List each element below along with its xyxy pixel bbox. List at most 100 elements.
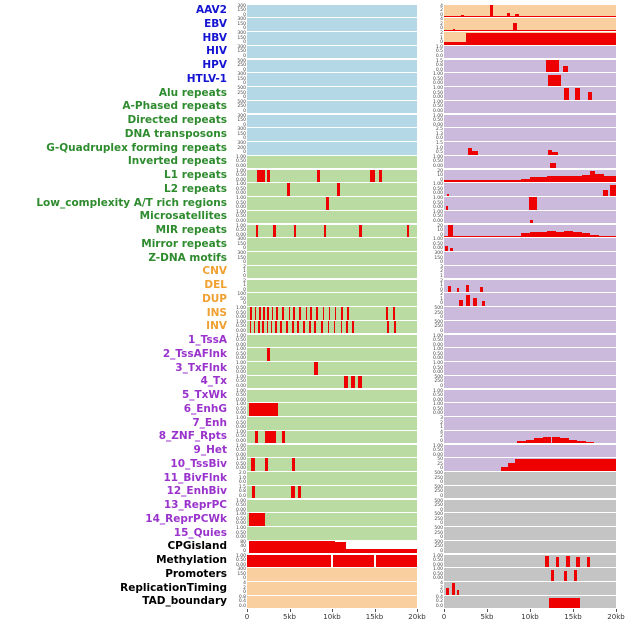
y-axis-ticks: 1.00 0.50 0.00 bbox=[231, 458, 247, 471]
data-bar bbox=[480, 287, 483, 293]
y-tick-label: 250 bbox=[434, 324, 443, 330]
y-tick-label: 0.00 bbox=[432, 218, 443, 224]
track-row: Low_complexity A/T rich regions 1.00 0.50 0… bbox=[0, 197, 630, 211]
track-plot-left bbox=[247, 279, 417, 293]
data-bar bbox=[444, 16, 616, 18]
y-tick-label: 0.4 bbox=[238, 599, 246, 605]
data-bar bbox=[456, 287, 460, 293]
y-axis-ticks: 1.00 0.50 0.00 bbox=[428, 348, 444, 362]
y-axis-ticks: 500 250 0 bbox=[231, 59, 247, 72]
data-bar bbox=[573, 175, 582, 183]
track-row: HIV 300 150 0 1.0 0.5 0.0 bbox=[0, 45, 630, 59]
y-tick-label: 1.00 bbox=[235, 388, 246, 394]
y-tick-label: 100 bbox=[237, 292, 246, 298]
data-bar bbox=[538, 232, 548, 238]
y-tick-label: 1.3 bbox=[435, 131, 443, 137]
x-axis-right: 0 5kb 10kb 15kb 20kb bbox=[442, 609, 625, 627]
y-axis-ticks: 1.00 0.50 0.00 bbox=[428, 99, 444, 113]
track-label: HPV bbox=[202, 59, 227, 71]
data-bar bbox=[357, 375, 362, 389]
y-axis-ticks: 1.00 0.50 0.00 bbox=[428, 444, 444, 458]
y-tick-label: 0 bbox=[440, 521, 443, 527]
x-tick-label: 15kb bbox=[365, 613, 384, 621]
y-tick-label: 1.00 bbox=[235, 526, 246, 532]
y-axis-ticks: 500 250 0 bbox=[428, 526, 444, 540]
data-bar bbox=[507, 463, 515, 471]
data-bar bbox=[514, 459, 616, 471]
data-bar bbox=[598, 235, 616, 238]
y-axis-ticks: 0.4 0.2 0.0 bbox=[428, 595, 444, 608]
y-tick-label: 0.50 bbox=[235, 530, 246, 536]
data-bar bbox=[564, 176, 573, 183]
y-tick-label: 250 bbox=[434, 310, 443, 316]
y-axis-ticks: 300 150 0 bbox=[231, 568, 247, 581]
y-tick-label: 1.00 bbox=[235, 168, 246, 174]
track-label: G-Quadruplex forming repeats bbox=[46, 141, 227, 154]
y-tick-label: 20 bbox=[437, 223, 443, 229]
data-bar bbox=[316, 169, 321, 183]
track-plot-right bbox=[444, 238, 616, 251]
track-plot-right bbox=[444, 527, 616, 540]
y-tick-label: 0.00 bbox=[235, 507, 246, 513]
y-tick-label: 0 bbox=[243, 136, 246, 142]
y-tick-label: 1.00 bbox=[432, 99, 443, 105]
track-plot-left bbox=[247, 582, 417, 595]
data-bar bbox=[576, 557, 580, 568]
data-bar bbox=[281, 430, 286, 444]
data-bar bbox=[333, 554, 374, 568]
track-plot-right bbox=[444, 142, 616, 155]
y-tick-label: 0 bbox=[440, 590, 443, 596]
y-axis-ticks: 1.5 0.8 0.0 bbox=[428, 59, 444, 72]
y-tick-label: 0.00 bbox=[432, 163, 443, 169]
data-bar bbox=[563, 570, 567, 581]
track-plot-left bbox=[247, 320, 417, 334]
data-bar bbox=[254, 307, 257, 320]
y-tick-label: 0.50 bbox=[235, 516, 246, 522]
y-tick-label: 0.00 bbox=[432, 452, 443, 458]
y-axis-ticks: 1.00 0.50 0.00 bbox=[231, 375, 247, 388]
track-label: Alu repeats bbox=[158, 86, 227, 99]
y-axis-ticks: 300 150 0 bbox=[231, 18, 247, 31]
y-tick-label: 0 bbox=[440, 315, 443, 321]
x-tick-mark bbox=[417, 609, 418, 612]
y-tick-label: 0.00 bbox=[432, 356, 443, 362]
y-axis-ticks: 1.00 0.50 0.00 bbox=[231, 417, 247, 430]
track-label: Promoters bbox=[165, 567, 227, 580]
y-tick-label: 1.00 bbox=[235, 154, 246, 160]
data-bar bbox=[478, 180, 487, 183]
data-bar bbox=[521, 178, 530, 183]
track-plot-right bbox=[444, 169, 616, 183]
data-bar bbox=[264, 458, 269, 471]
y-tick-label: 50 bbox=[240, 296, 246, 302]
y-tick-label: 0.50 bbox=[235, 434, 246, 440]
y-tick-label: 25 bbox=[437, 461, 443, 467]
track-row: 5_TxWk 1.00 0.50 0.00 1.00 0.50 0.00 bbox=[0, 389, 630, 403]
track-label: Mirror repeats bbox=[141, 237, 227, 250]
y-tick-label: 0.00 bbox=[432, 342, 443, 348]
y-tick-label: 250 bbox=[237, 63, 246, 69]
y-tick-label: 0.00 bbox=[235, 562, 246, 568]
y-tick-label: 500 bbox=[434, 526, 443, 532]
track-row: 11_BivFlnk 2.0 1.0 0.0 500 250 0 bbox=[0, 472, 630, 486]
track-row: Z-DNA motifs 300 150 0 300 150 0 bbox=[0, 252, 630, 266]
y-tick-label: 0 bbox=[440, 466, 443, 472]
x-tick-label: 20kb bbox=[607, 613, 625, 621]
track-row: HBV 300 150 0 2 1 0 bbox=[0, 32, 630, 46]
data-bar bbox=[253, 320, 256, 334]
data-bar bbox=[495, 179, 505, 183]
y-tick-label: 1 bbox=[440, 296, 443, 302]
y-tick-label: 150 bbox=[237, 118, 246, 124]
y-tick-label: 500 bbox=[237, 99, 246, 105]
y-tick-label: 300 bbox=[237, 141, 246, 147]
y-tick-label: 0.50 bbox=[235, 461, 246, 467]
track-row: 15_Quies 1.00 0.50 0.00 500 250 0 bbox=[0, 527, 630, 541]
data-bar bbox=[262, 320, 264, 334]
track-label: MIR repeats bbox=[155, 224, 227, 236]
data-bar bbox=[270, 320, 273, 334]
y-tick-label: 0.50 bbox=[235, 448, 246, 454]
y-tick-label: 1.00 bbox=[235, 182, 246, 188]
data-bar bbox=[359, 224, 362, 238]
y-axis-ticks: 0.8 0.4 0.0 bbox=[231, 595, 247, 608]
data-bar bbox=[452, 29, 456, 31]
track-plot-left bbox=[247, 155, 417, 169]
